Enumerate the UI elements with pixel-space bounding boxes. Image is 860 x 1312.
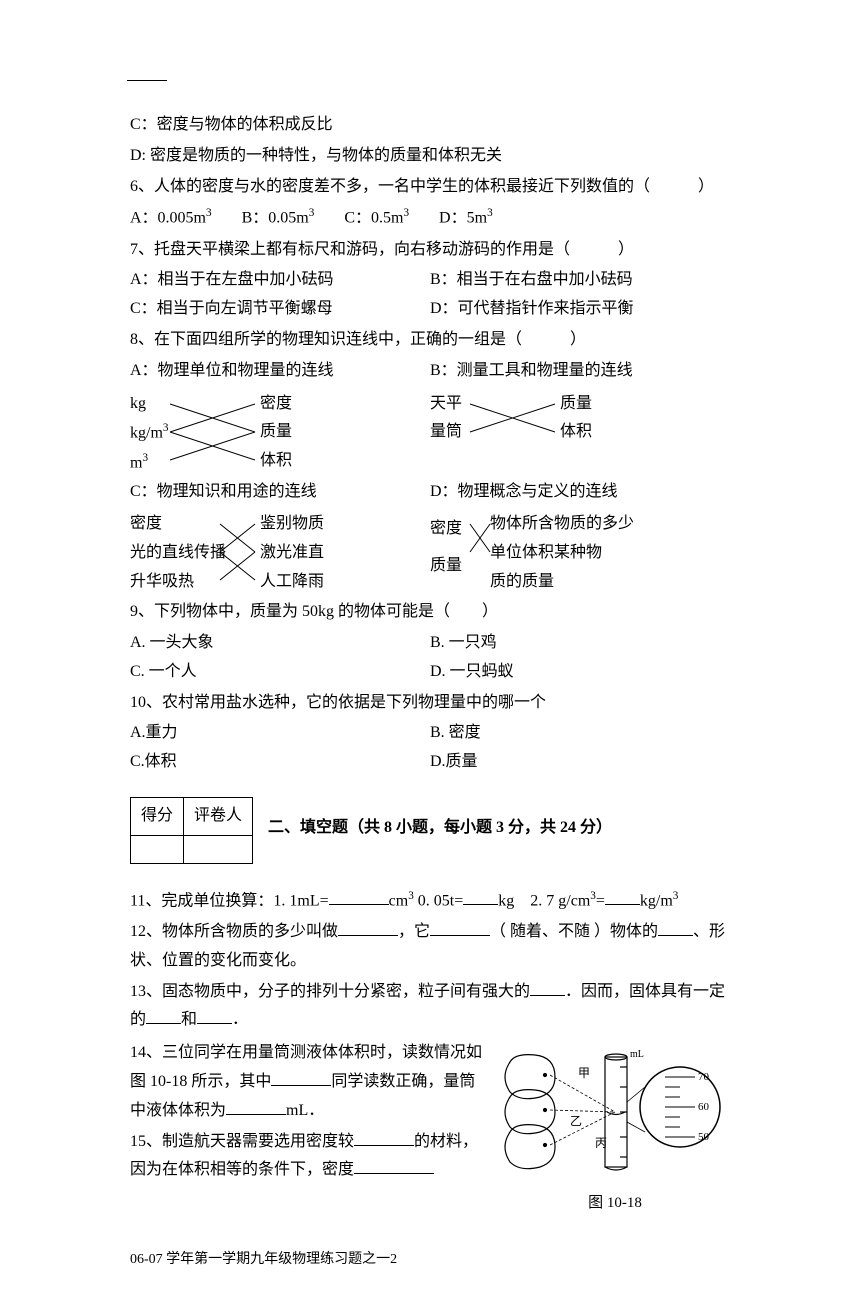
score-label: 得分 [131, 798, 184, 836]
q8-c-left-2: 升华吸热 [130, 568, 260, 597]
q7-stem: 7、托盘天平横梁上都有标尺和游码，向右移动游码的作用是（ ） [130, 236, 730, 265]
q13: 13、固态物质中，分子的排列十分紧密，粒子间有强大的．因而，固体具有一定的和． [130, 978, 730, 1036]
q7-option-c: C：相当于向左调节平衡螺母 [130, 295, 430, 324]
q7-option-a: A：相当于在左盘中加小砝码 [130, 266, 430, 295]
q8-a-right-2: 体积 [260, 447, 390, 476]
q8-d-left-0: 密度 [430, 515, 490, 544]
svg-text:50: 50 [698, 1131, 710, 1143]
q8-stem: 8、在下面四组所学的物理知识连线中，正确的一组是（ ） [130, 326, 730, 355]
score-cell [131, 835, 184, 863]
q10-option-d: D.质量 [430, 748, 730, 777]
grader-cell [184, 835, 253, 863]
q8-diagram-ab: kg kg/m3 m3 密度 质量 体积 天平 量筒 质量 [130, 390, 730, 474]
q9-option-a: A. 一头大象 [130, 629, 430, 658]
q8-c-left-0: 密度 [130, 510, 260, 539]
q8-c-label: C：物理知识和用途的连线 [130, 478, 430, 507]
q10-option-b: B. 密度 [430, 719, 730, 748]
q6-option-a: A：0.005m3 [130, 203, 212, 233]
svg-text:60: 60 [698, 1101, 710, 1113]
q8-d-right-0: 物体所含物质的多少 [490, 510, 690, 539]
q8-b-label: B：测量工具和物理量的连线 [430, 357, 730, 386]
svg-text:mL: mL [630, 1049, 644, 1060]
q8-c-left-1: 光的直线传播 [130, 539, 260, 568]
svg-text:70: 70 [698, 1071, 710, 1083]
q10-option-a: A.重力 [130, 719, 430, 748]
q15: 15、制造航天器需要选用密度较的材料，因为在体积相等的条件下，密度 [130, 1128, 490, 1186]
q8-c-right-2: 人工降雨 [260, 568, 390, 597]
q5-option-c: C：密度与物体的体积成反比 [130, 111, 730, 140]
q14-container: 14、三位同学在用量筒测液体体积时，读数情况如图 10-18 所示，其中同学读数… [130, 1037, 730, 1217]
q14-caption: 图 10-18 [500, 1190, 730, 1217]
q11: 11、完成单位换算：1. 1mL=cm3 0. 05t=kg 2. 7 g/cm… [130, 886, 730, 916]
header-rule [127, 80, 167, 81]
q8-b-right-1: 体积 [560, 418, 690, 447]
q14-label-jia: 甲 [578, 1066, 590, 1080]
grader-label: 评卷人 [184, 798, 253, 836]
q6-option-d: D：5m3 [439, 203, 493, 233]
q8-a-left-1: kg/m3 [130, 418, 260, 448]
q8-a-label: A：物理单位和物理量的连线 [130, 357, 430, 386]
q14-label-yi: 乙 [570, 1114, 582, 1128]
q7-option-b: B：相当于在右盘中加小砝码 [430, 266, 730, 295]
q9-option-c: C. 一个人 [130, 658, 430, 687]
q5-option-d: D: 密度是物质的一种特性，与物体的质量和体积无关 [130, 142, 730, 171]
q8-d-label: D：物理概念与定义的连线 [430, 478, 730, 507]
q8-d-right-2: 质的质量 [490, 568, 690, 597]
q6-option-b: B：0.05m3 [242, 203, 315, 233]
q14: 14、三位同学在用量筒测液体体积时，读数情况如图 10-18 所示，其中同学读数… [130, 1039, 490, 1125]
q8-b-left-1: 量筒 [430, 418, 560, 447]
q8-c-right-1: 激光准直 [260, 539, 390, 568]
q8-a-right-0: 密度 [260, 390, 390, 419]
q6-stem: 6、人体的密度与水的密度差不多，一名中学生的体积最接近下列数值的（ ） [130, 173, 730, 202]
q9-option-b: B. 一只鸡 [430, 629, 730, 658]
page-footer: 06-07 学年第一学期九年级物理练习题之一2 [130, 1247, 730, 1272]
score-table: 得分 评卷人 [130, 797, 253, 864]
q9-stem: 9、下列物体中，质量为 50kg 的物体可能是（ ） [130, 598, 730, 627]
q9-option-d: D. 一只蚂蚁 [430, 658, 730, 687]
q12: 12、物体所含物质的多少叫做，它（ 随着、不随 ）物体的、形状、位置的变化而变化… [130, 918, 730, 976]
q6-option-c: C：0.5m3 [344, 203, 409, 233]
q6-options: A：0.005m3 B：0.05m3 C：0.5m3 D：5m3 [130, 203, 730, 233]
q10-option-c: C.体积 [130, 748, 430, 777]
q14-figure: 甲 乙 丙 mL [500, 1037, 730, 1217]
q8-d-right-1: 单位体积某种物 [490, 539, 690, 568]
q8-d-left-1: 质量 [430, 552, 490, 581]
q8-a-left-0: kg [130, 390, 260, 419]
q8-c-right-0: 鉴别物质 [260, 510, 390, 539]
q7-option-d: D：可代替指针作来指示平衡 [430, 295, 730, 324]
q10-stem: 10、农村常用盐水选种，它的依据是下列物理量中的哪一个 [130, 689, 730, 718]
q8-b-right-0: 质量 [560, 390, 690, 419]
q8-a-right-1: 质量 [260, 418, 390, 447]
q8-b-left-0: 天平 [430, 390, 560, 419]
q8-a-left-2: m3 [130, 448, 260, 478]
q8-diagram-cd: 密度 光的直线传播 升华吸热 鉴别物质 激光准直 人工降雨 密度 质量 [130, 510, 730, 594]
